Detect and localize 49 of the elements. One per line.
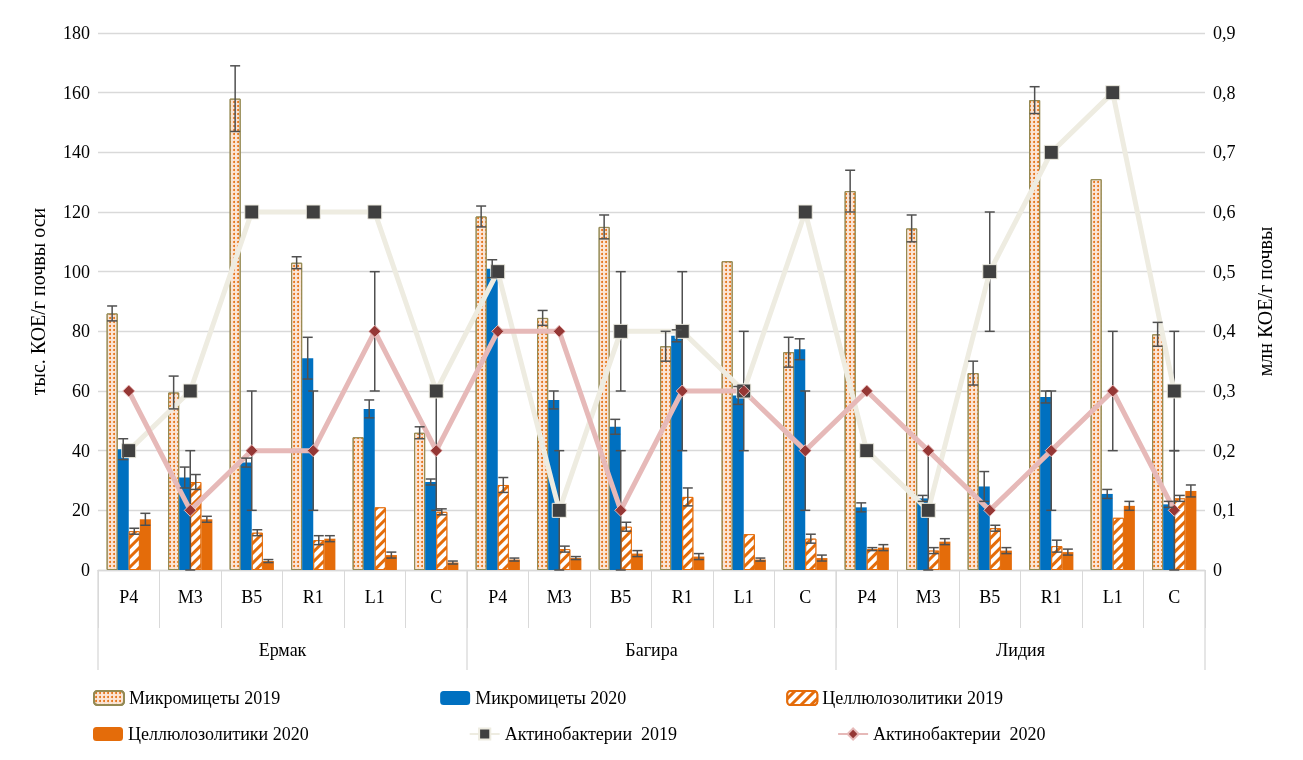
x-tick-label: P4 <box>488 587 508 607</box>
legend-label: Микромицеты 2020 <box>475 688 627 708</box>
x-tick-label: B5 <box>979 587 1001 607</box>
y2-tick-label: 0,1 <box>1213 500 1236 521</box>
text: Лидия <box>996 640 1045 660</box>
x-tick-label: M3 <box>915 587 941 607</box>
y-tick-label: 120 <box>63 202 90 222</box>
x-tick-label: L1 <box>733 587 754 607</box>
y-tick-label: 100 <box>63 261 90 282</box>
x-tick-label: C <box>430 587 443 607</box>
x-tick-label: R1 <box>1040 587 1062 607</box>
legend-label: Микромицеты 2019 <box>129 688 281 708</box>
y-tick-label: 0 <box>81 560 90 580</box>
y2-tick-label: 0,8 <box>1213 82 1236 103</box>
text: Ермак <box>258 640 307 660</box>
legend-label: Актинобактерии 2019 <box>504 724 678 744</box>
text: Багира <box>625 640 678 660</box>
y-tick-label: 60 <box>72 381 90 401</box>
x-tick-label: B5 <box>241 587 263 607</box>
y2-tick-label: 0,2 <box>1213 440 1236 461</box>
x-tick-label: L1 <box>1102 587 1123 607</box>
y2-tick-label: 0,3 <box>1213 381 1236 401</box>
x-tick-label: M3 <box>546 587 572 607</box>
x-tick-label: B5 <box>610 587 632 607</box>
x-tick-label: M3 <box>177 587 203 607</box>
y2-tick-label: 0,6 <box>1213 202 1236 222</box>
y2-axis-title: млн КОЕ/г почвы <box>1254 226 1276 377</box>
y2-tick-label: 0 <box>1213 560 1222 580</box>
x-tick-label: P4 <box>857 587 877 607</box>
legend-label: Актинобактерии 2020 <box>873 724 1046 744</box>
y-axis-title: тыс. КОЕ/г почвы оси <box>27 207 49 396</box>
y-tick-label: 140 <box>63 142 90 163</box>
legend-label: Целлюлозолитики 2020 <box>128 724 309 744</box>
legend-label: Целлюлозолитики 2019 <box>822 688 1003 708</box>
y-tick-label: 20 <box>72 500 90 521</box>
y-tick-label: 80 <box>72 321 90 342</box>
y2-tick-label: 0,5 <box>1213 261 1236 282</box>
y-tick-label: 40 <box>72 440 90 461</box>
y2-tick-label: 0,9 <box>1213 23 1236 43</box>
x-tick-label: L1 <box>364 587 385 607</box>
x-tick-label: C <box>1168 587 1181 607</box>
x-tick-label: R1 <box>671 587 693 607</box>
x-tick-label: R1 <box>302 587 324 607</box>
y-tick-label: 180 <box>63 23 90 43</box>
y-tick-label: 160 <box>63 82 90 103</box>
y2-tick-label: 0,4 <box>1213 321 1236 342</box>
x-tick-label: P4 <box>119 587 139 607</box>
y2-tick-label: 0,7 <box>1213 142 1236 163</box>
x-tick-label: C <box>799 587 812 607</box>
